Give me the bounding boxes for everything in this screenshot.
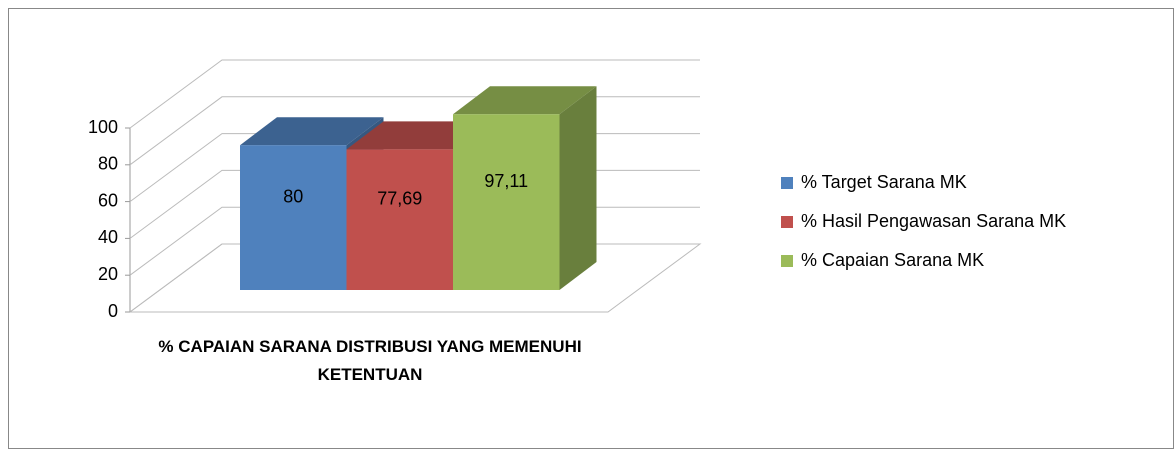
y-tick-label: 80 (98, 154, 118, 174)
y-tick-label: 40 (98, 227, 118, 247)
data-label: 80 (283, 186, 303, 206)
legend-swatch (781, 177, 793, 189)
bar-top (240, 117, 384, 146)
bar-top (453, 86, 597, 115)
legend-label: % Capaian Sarana MK (801, 250, 984, 270)
legend-label: % Target Sarana MK (801, 172, 967, 192)
data-label: 77,69 (377, 188, 422, 208)
legend-swatch (781, 255, 793, 267)
bar (240, 145, 347, 290)
legend-swatch (781, 216, 793, 228)
bar-side (559, 86, 597, 291)
data-label: 97,11 (484, 171, 528, 191)
grid-line (129, 59, 700, 129)
bar (453, 114, 560, 291)
y-tick-label: 100 (88, 117, 118, 137)
bar (346, 149, 453, 290)
category-label: % CAPAIAN SARANA DISTRIBUSI YANG MEMENUH… (158, 337, 582, 384)
legend-label: % Hasil Pengawasan Sarana MK (801, 211, 1066, 231)
y-tick-label: 20 (98, 264, 118, 284)
y-tick-label: 60 (98, 190, 118, 210)
y-tick-label: 0 (108, 301, 118, 321)
